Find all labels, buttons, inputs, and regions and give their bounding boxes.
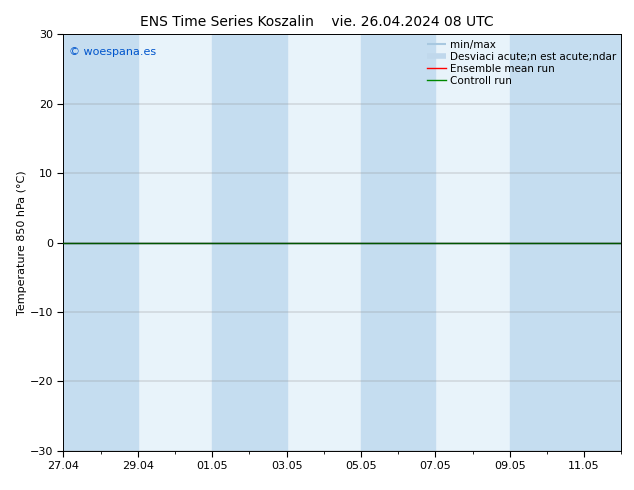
Bar — [63, 34, 138, 451]
Text: ENS Time Series Koszalin    vie. 26.04.2024 08 UTC: ENS Time Series Koszalin vie. 26.04.2024… — [140, 15, 494, 29]
Text: © woespana.es: © woespana.es — [69, 47, 156, 57]
Bar — [510, 34, 621, 451]
Bar — [212, 34, 287, 451]
Y-axis label: Temperature 850 hPa (°C): Temperature 850 hPa (°C) — [16, 170, 27, 315]
Bar — [361, 34, 436, 451]
Legend: min/max, Desviaci acute;n est acute;ndar, Ensemble mean run, Controll run: min/max, Desviaci acute;n est acute;ndar… — [425, 37, 618, 88]
